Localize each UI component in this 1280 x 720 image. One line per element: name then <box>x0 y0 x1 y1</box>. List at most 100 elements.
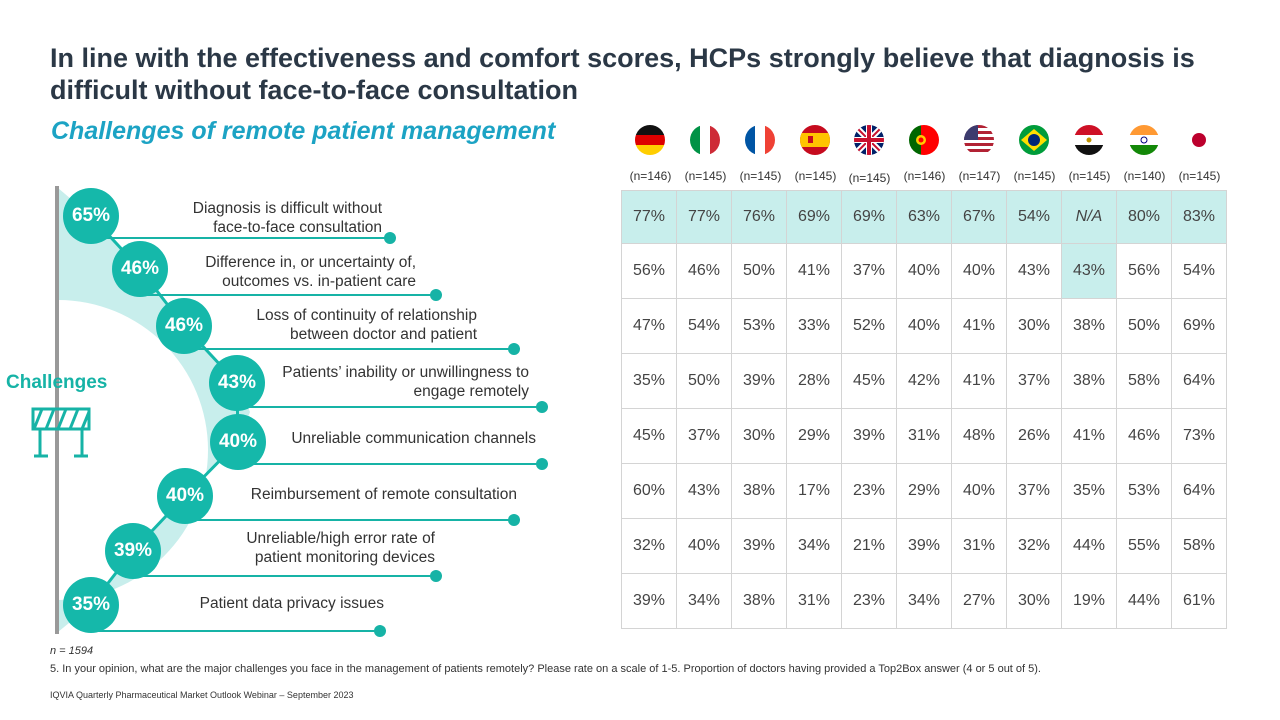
table-cell: 69% <box>841 190 897 244</box>
table-cell: 56% <box>1116 243 1172 299</box>
table-row: 60% 43% 38% 17% 23% 29% 40% 37% 35% 53% 64% <box>621 463 1227 519</box>
table-cell: 30% <box>1006 573 1062 629</box>
table-cell: 53% <box>731 298 787 354</box>
table-cell: 54% <box>1171 243 1227 299</box>
table-cell: 56% <box>621 243 677 299</box>
table-cell: 19% <box>1061 573 1117 629</box>
table-cell: 80% <box>1116 190 1172 244</box>
table-cell: 31% <box>951 518 1007 574</box>
challenge-leader-dot <box>508 514 520 526</box>
table-cell: 39% <box>731 353 787 409</box>
table-cell: 45% <box>621 408 677 464</box>
table-cell: 46% <box>1116 408 1172 464</box>
table-cell: 64% <box>1171 463 1227 519</box>
challenge-leader-dot <box>384 232 396 244</box>
challenge-leader-dot <box>430 289 442 301</box>
page-subtitle: Challenges of remote patient management <box>51 117 556 145</box>
table-cell: 37% <box>1006 353 1062 409</box>
challenge-label: Unreliable/high error rate of patient mon… <box>246 530 435 566</box>
table-cell: 32% <box>1006 518 1062 574</box>
table-cell: 50% <box>1116 298 1172 354</box>
table-cell: 76% <box>731 190 787 244</box>
table-cell: 32% <box>621 518 677 574</box>
table-cell: 40% <box>676 518 732 574</box>
italy-flag-icon <box>690 125 720 155</box>
challenge-label: Patients’ inability or unwillingness to e… <box>282 364 529 400</box>
challenge-percentage: 46% <box>156 298 212 354</box>
usa-flag-icon <box>964 125 994 155</box>
table-cell: 40% <box>896 243 952 299</box>
table-cell: 38% <box>1061 353 1117 409</box>
table-cell: 39% <box>621 573 677 629</box>
table-cell: 43% <box>1006 243 1062 299</box>
table-cell: 63% <box>896 190 952 244</box>
table-cell: 83% <box>1171 190 1227 244</box>
table-row: 32% 40% 39% 34% 21% 39% 31% 32% 44% 55% 58% <box>621 518 1227 574</box>
challenge-percentage: 65% <box>63 188 119 244</box>
table-cell: 40% <box>951 243 1007 299</box>
table-cell: 50% <box>731 243 787 299</box>
challenge-percentage: 46% <box>112 241 168 297</box>
table-cell: 45% <box>841 353 897 409</box>
table-cell: 26% <box>1006 408 1062 464</box>
country-sample-size: (n=145) <box>739 169 782 183</box>
spain-flag-icon <box>800 125 830 155</box>
table-cell: 23% <box>841 463 897 519</box>
table-cell: 69% <box>786 190 842 244</box>
japan-flag-icon <box>1184 125 1214 155</box>
table-cell: 39% <box>896 518 952 574</box>
table-cell: 55% <box>1116 518 1172 574</box>
table-cell: 38% <box>1061 298 1117 354</box>
table-cell: 38% <box>731 573 787 629</box>
challenge-percentage: 40% <box>157 468 213 524</box>
table-cell: 60% <box>621 463 677 519</box>
challenge-leader-line <box>140 294 436 296</box>
challenge-leader-line <box>185 519 514 521</box>
country-sample-size: (n=146) <box>629 169 672 183</box>
challenge-leader-line <box>91 237 390 239</box>
barrier-icon <box>31 407 91 458</box>
challenge-leader-dot <box>374 625 386 637</box>
challenge-leader-line <box>184 348 514 350</box>
challenge-leader-dot <box>536 458 548 470</box>
table-cell: 41% <box>786 243 842 299</box>
table-cell: 31% <box>786 573 842 629</box>
india-flag-icon <box>1129 125 1159 155</box>
table-cell: 41% <box>951 353 1007 409</box>
table-cell: 34% <box>786 518 842 574</box>
table-cell: 33% <box>786 298 842 354</box>
country-sample-size: (n=145) <box>848 171 891 185</box>
table-cell: 29% <box>896 463 952 519</box>
table-cell: 30% <box>731 408 787 464</box>
country-sample-size: (n=145) <box>1013 169 1056 183</box>
germany-flag-icon <box>635 125 665 155</box>
challenge-leader-line <box>237 406 542 408</box>
table-cell: 40% <box>896 298 952 354</box>
table-cell: 58% <box>1116 353 1172 409</box>
table-cell: 37% <box>1006 463 1062 519</box>
source-note: IQVIA Quarterly Pharmaceutical Market Ou… <box>50 690 354 700</box>
sample-size-note: n = 1594 <box>50 645 94 657</box>
table-cell: 52% <box>841 298 897 354</box>
country-sample-size: (n=145) <box>1178 169 1221 183</box>
table-cell: 50% <box>676 353 732 409</box>
country-sample-size: (n=145) <box>794 169 837 183</box>
country-sample-size: (n=146) <box>903 169 946 183</box>
table-cell: 48% <box>951 408 1007 464</box>
table-cell: 40% <box>951 463 1007 519</box>
france-flag-icon <box>745 125 775 155</box>
table-cell: N/A <box>1061 190 1117 244</box>
challenge-leader-line <box>91 630 380 632</box>
challenge-leader-dot <box>508 343 520 355</box>
table-row: 35% 50% 39% 28% 45% 42% 41% 37% 38% 58% 64% <box>621 353 1227 409</box>
question-footnote: 5. In your opinion, what are the major c… <box>50 663 1041 675</box>
table-cell: 39% <box>731 518 787 574</box>
challenge-percentage: 40% <box>210 414 266 470</box>
table-cell: 35% <box>1061 463 1117 519</box>
challenge-percentage: 35% <box>63 577 119 633</box>
table-cell: 77% <box>676 190 732 244</box>
country-sample-size: (n=145) <box>1068 169 1111 183</box>
table-row: 45% 37% 30% 29% 39% 31% 48% 26% 41% 46% 73% <box>621 408 1227 464</box>
table-cell: 73% <box>1171 408 1227 464</box>
table-cell: 27% <box>951 573 1007 629</box>
